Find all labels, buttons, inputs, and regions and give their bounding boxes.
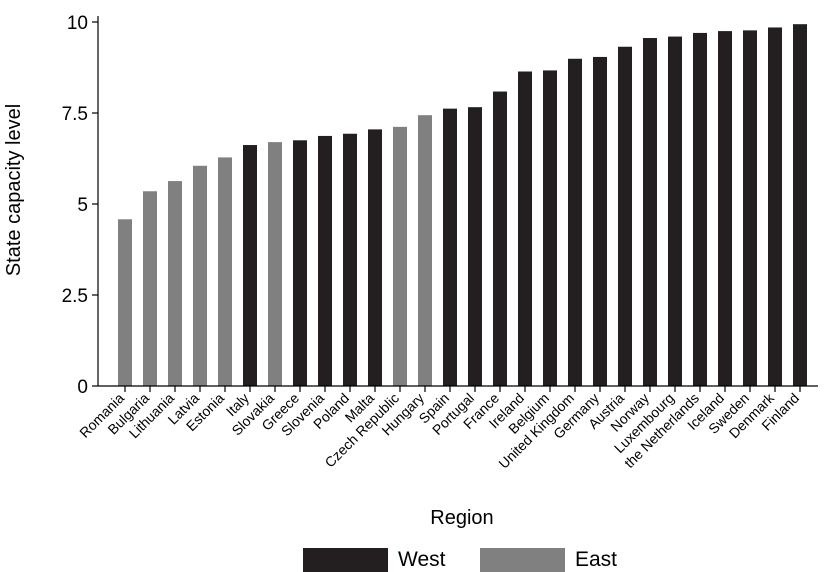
y-tick-label: 5 [77, 195, 88, 216]
bar-poland [343, 133, 357, 386]
legend-label-east: East [575, 548, 617, 571]
bar-portugal [468, 107, 482, 387]
y-tick-label: 2.5 [62, 286, 88, 307]
bar-denmark [768, 27, 782, 387]
y-tick-label: 10 [67, 13, 88, 34]
bar-latvia [193, 165, 207, 386]
bar-malta [368, 129, 382, 386]
bar-united-kingdom [568, 58, 582, 386]
bar-slovenia [318, 135, 332, 386]
y-tick-label: 7.5 [62, 104, 88, 125]
bar-hungary [418, 115, 432, 387]
y-axis-title: State capacity level [3, 104, 25, 276]
bar-belgium [543, 70, 557, 387]
bar-austria [618, 46, 632, 386]
bar-greece [293, 140, 307, 386]
bar-sweden [743, 30, 757, 386]
bar-italy [243, 145, 257, 386]
bar-france [493, 91, 507, 387]
bar-slovakia [268, 142, 282, 386]
legend-swatch-east [480, 548, 565, 572]
bar-romania [118, 219, 132, 386]
x-axis-title: Region [430, 507, 493, 529]
bar-spain [443, 108, 457, 386]
bar-bulgaria [143, 191, 157, 386]
legend-swatch-west [303, 548, 388, 572]
bar-iceland [718, 31, 732, 386]
bar-germany [593, 56, 607, 386]
bar-czech-republic [393, 126, 407, 386]
bar-luxembourg [668, 36, 682, 387]
bar-lithuania [168, 181, 182, 386]
bar-ireland [518, 71, 532, 386]
legend-label-west: West [398, 548, 446, 571]
bar-the-netherlands [693, 32, 707, 387]
bars-layer [118, 24, 807, 387]
bar-norway [643, 38, 657, 387]
bar-estonia [218, 157, 232, 386]
y-tick-label: 0 [77, 377, 88, 398]
bar-finland [793, 24, 807, 387]
legend: West East [303, 548, 617, 572]
